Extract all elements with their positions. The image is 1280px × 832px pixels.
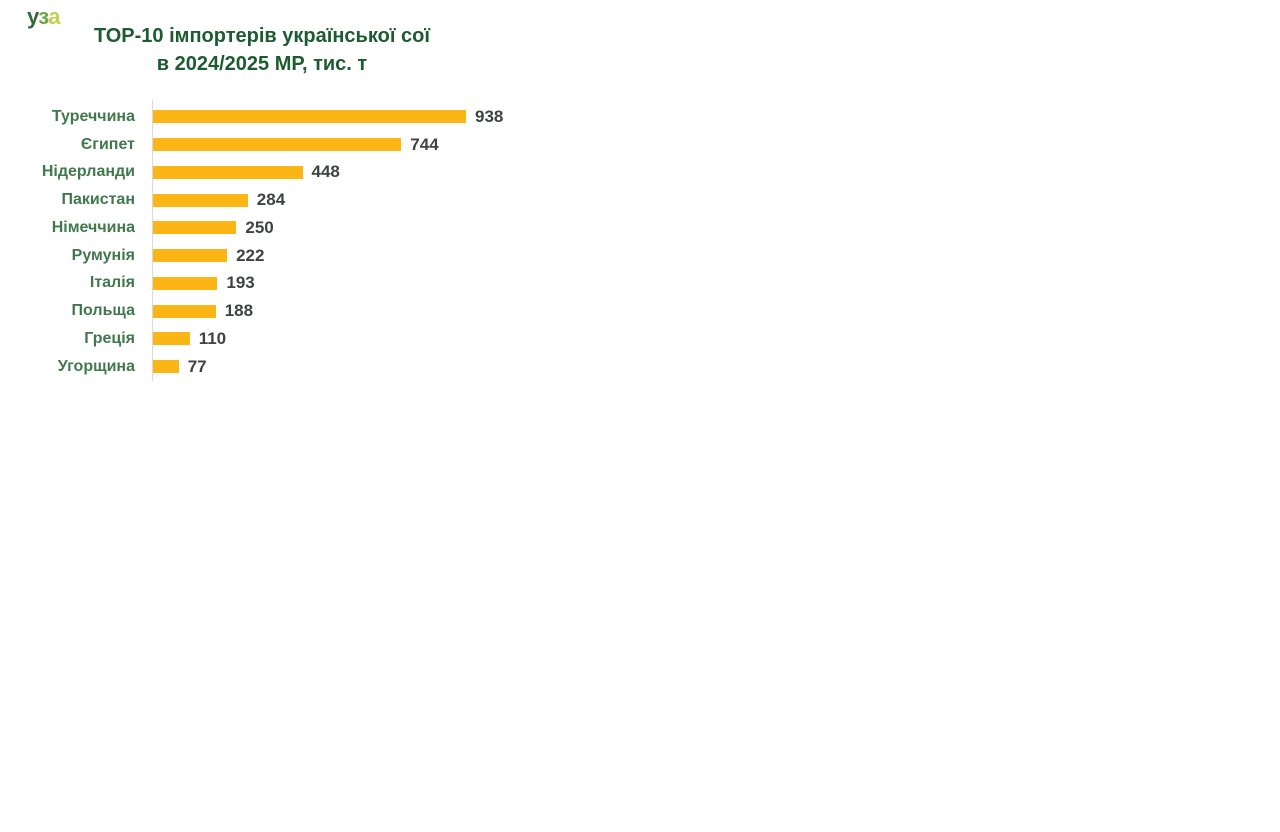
category-label: Німеччина (51, 218, 135, 236)
bar (153, 193, 248, 207)
bar-rows: Туреччина 938 Єгипет 744 Нідерланди 448 Пакист… (0, 103, 504, 381)
bar (153, 304, 216, 318)
category-label: Угорщина (57, 357, 135, 375)
value-label: 250 (245, 217, 274, 237)
bar-row: Пакистан 284 (0, 186, 503, 214)
bar (153, 276, 218, 290)
bar-row: Туреччина 938 (0, 103, 503, 131)
value-label: 77 (187, 356, 207, 376)
bar (153, 110, 466, 124)
value-label: 938 (475, 106, 504, 126)
bar-row: Польща 188 (0, 297, 503, 325)
value-label: 193 (226, 273, 255, 293)
bar-row: Греція 110 (0, 325, 503, 353)
bar (153, 138, 402, 152)
value-label: 744 (410, 134, 439, 154)
category-label: Єгипет (80, 135, 135, 153)
category-label: Греція (84, 329, 135, 347)
bar-row: Румунія 222 (0, 242, 503, 270)
bar (153, 360, 179, 374)
bar (153, 221, 237, 235)
chart-title: ТОР-10 імпортерів української сої в 2024… (62, 22, 462, 78)
value-label: 222 (236, 245, 265, 265)
y-axis-line (152, 100, 153, 381)
bar (153, 249, 228, 263)
bar-row: Єгипет 744 (0, 131, 503, 159)
category-label: Італія (89, 274, 135, 292)
category-label: Румунія (71, 246, 135, 264)
bar (153, 165, 303, 179)
bar-chart: Туреччина 938 Єгипет 744 Нідерланди 448 Пакист… (0, 100, 700, 390)
value-label: 284 (256, 190, 286, 210)
bar (153, 332, 190, 346)
value-label: 110 (198, 328, 227, 348)
bar-row: Угорщина 77 (0, 353, 503, 381)
category-label: Нідерланди (41, 163, 135, 181)
bar-row: Німеччина 250 (0, 214, 503, 242)
bar-row: Нідерланди 448 (0, 159, 503, 187)
value-label: 448 (311, 162, 340, 182)
logo-letter-z: з (38, 4, 49, 29)
bar-row: Італія 193 (0, 270, 503, 298)
chart-title-line-2: в 2024/2025 МР, тис. т (156, 53, 368, 75)
value-label: 188 (224, 301, 254, 321)
category-label: Польща (71, 302, 135, 320)
chart-title-line-1: ТОР-10 імпортерів української сої (94, 25, 430, 47)
logo-letter-a: а (48, 4, 60, 29)
logo-letter-u: у (27, 4, 39, 29)
category-label: Пакистан (61, 191, 135, 209)
category-label: Туреччина (51, 107, 135, 125)
uza-logo: уза (27, 4, 60, 29)
